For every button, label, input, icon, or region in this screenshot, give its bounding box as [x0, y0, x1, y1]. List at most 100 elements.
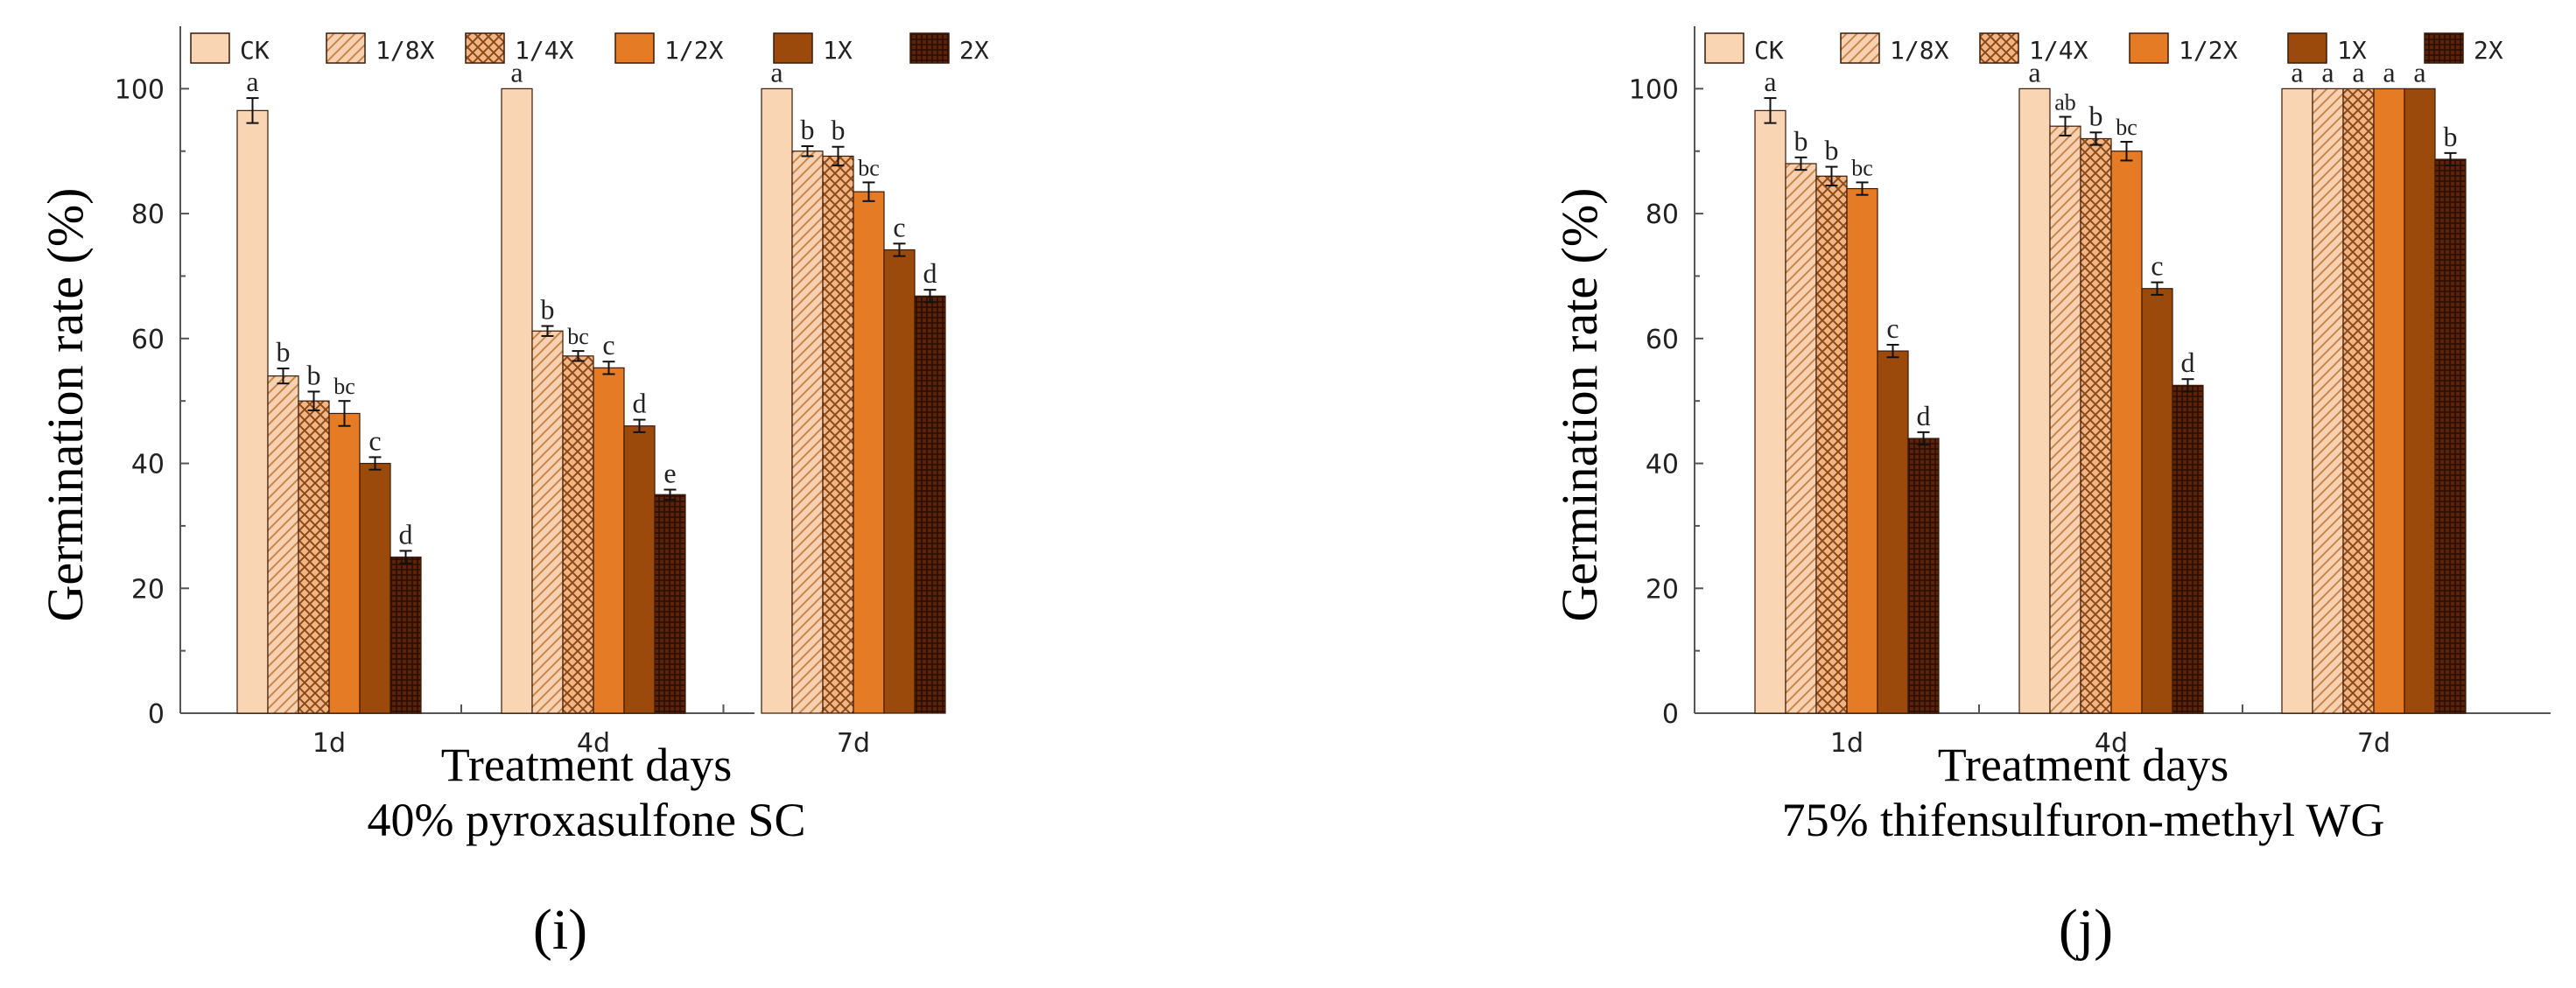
pj-sig-letter-7d-1-8x: a — [2321, 56, 2334, 88]
pj-bar-7d-1-8x — [2312, 88, 2344, 714]
pi-bar-1d-1x — [359, 462, 391, 714]
pi-sig-letter-1d-ck: a — [246, 66, 258, 97]
pj-sig-letter-4d-1-2x: bc — [2116, 115, 2137, 140]
pi-bar-7d-2x — [914, 295, 946, 714]
pi-bar-1d-1-2x — [328, 412, 361, 714]
pi-sig-letter-1d-1-4x: b — [307, 359, 321, 390]
pj-sig-letter-1d-1-2x: bc — [1851, 155, 1873, 180]
pj-legend-label-1x: 1X — [2337, 36, 2367, 65]
pi-bar-4d-1-4x — [562, 355, 594, 714]
pj-sig-letter-7d-1-4x: a — [2352, 56, 2364, 88]
pj-bar-4d-1-2x — [2110, 151, 2143, 714]
pi-legend-label-1-2x: 1/2X — [664, 36, 724, 65]
pi-legend-label-1x: 1X — [823, 36, 853, 65]
pj-bar-1d-1x — [1877, 350, 1909, 714]
pj-sig-letter-1d-1-8x: b — [1794, 125, 1808, 157]
pi-sig-letter-7d-1-2x: bc — [858, 155, 880, 180]
pj-bar-1d-1-8x — [1785, 163, 1817, 714]
pi-y-tick-label-0: 0 — [148, 699, 165, 730]
pi-x-tick-label-1d: 1d — [312, 728, 346, 759]
pj-sig-letter-4d-1x: c — [2151, 250, 2163, 282]
pi-legend-swatch-1-2x — [614, 32, 655, 64]
pi-x-axis-label: Treatment days — [441, 739, 732, 791]
pi-sig-letter-7d-1-8x: b — [801, 114, 815, 145]
pi-x-tick-label-7d: 7d — [837, 728, 870, 759]
pi-y-tick-label-40: 40 — [131, 450, 165, 480]
pj-sig-letter-7d-2x: b — [2444, 121, 2458, 152]
pi-y-tick-label-20: 20 — [131, 574, 165, 605]
pj-legend-swatch-1-4x — [1979, 32, 2019, 64]
pi-sig-letter-1d-1-8x: b — [277, 336, 291, 368]
pj-bar-7d-1-4x — [2342, 88, 2375, 714]
pj-sig-letter-7d-1x: a — [2413, 56, 2425, 88]
pj-x-tick-label-7d: 7d — [2357, 728, 2390, 759]
pj-subtitle: 75% thifensulfuron-methyl WG — [1782, 794, 2385, 846]
pi-bar-4d-2x — [654, 494, 686, 714]
pi-bar-4d-1-2x — [593, 367, 625, 714]
pj-bar-7d-2x — [2434, 158, 2467, 714]
pi-y-tick-label-100: 100 — [115, 74, 165, 105]
pi-sig-letter-4d-ck: a — [510, 56, 523, 88]
pj-y-axis-label: Germination rate (%) — [1551, 187, 1608, 621]
pj-bar-4d-1x — [2141, 288, 2173, 714]
pj-bar-4d-1-4x — [2080, 137, 2112, 714]
pj-legend-label-1-4x: 1/4X — [2029, 36, 2088, 65]
pj-sig-letter-7d-ck: a — [2291, 56, 2303, 88]
pj-sig-letter-4d-1-8x: ab — [2054, 89, 2076, 115]
pj-sig-letter-1d-1x: c — [1886, 312, 1899, 344]
pj-sig-letter-4d-2x: d — [2181, 347, 2195, 378]
pj-sig-letter-4d-ck: a — [2028, 56, 2040, 88]
pi-sig-letter-4d-1-4x: bc — [567, 324, 589, 349]
pj-bar-7d-ck — [2281, 88, 2313, 714]
pj-bar-1d-ck — [1754, 109, 1786, 714]
pi-bar-4d-1x — [623, 425, 656, 714]
pi-bar-1d-ck — [236, 109, 269, 714]
pj-bar-1d-1-2x — [1846, 187, 1878, 714]
pj-bar-4d-1-8x — [2049, 125, 2081, 714]
pi-y-axis-label: Germination rate (%) — [37, 187, 94, 621]
pi-bar-7d-ck — [761, 88, 793, 714]
pi-legend-label-1-8x: 1/8X — [376, 36, 435, 65]
pj-bar-4d-2x — [2172, 384, 2204, 714]
pi-bar-4d-ck — [501, 88, 533, 714]
pi-legend-swatch-1-4x — [465, 32, 505, 64]
panel-label-i: (i) — [532, 898, 588, 962]
pi-sig-letter-4d-1x: d — [633, 388, 647, 419]
pi-legend-swatch-ck — [190, 32, 230, 64]
pi-bar-7d-1-4x — [822, 155, 854, 714]
pi-bar-7d-1-2x — [853, 191, 885, 714]
pi-sig-letter-4d-1-2x: c — [602, 329, 614, 361]
pj-y-tick-label-100: 100 — [1629, 74, 1679, 105]
pi-bar-1d-1-8x — [267, 375, 299, 714]
pj-legend-label-1-8x: 1/8X — [1890, 36, 1949, 65]
pi-y-tick-label-60: 60 — [131, 325, 165, 355]
pj-bar-1d-1-4x — [1815, 175, 1848, 714]
pi-sig-letter-1d-1x: c — [369, 424, 381, 456]
pj-sig-letter-7d-1-2x: a — [2383, 56, 2395, 88]
pi-sig-letter-7d-ck: a — [770, 56, 783, 88]
pj-sig-letter-4d-1-4x: b — [2089, 100, 2103, 131]
pj-legend-swatch-1-2x — [2129, 32, 2169, 64]
pj-bar-1d-2x — [1907, 438, 1940, 714]
pi-legend-label-ck: CK — [240, 36, 270, 65]
pj-legend-label-ck: CK — [1754, 36, 1784, 65]
pj-sig-letter-1d-2x: d — [1917, 400, 1931, 431]
pj-sig-letter-1d-ck: a — [1764, 66, 1776, 97]
pj-bar-7d-1x — [2404, 88, 2436, 714]
pi-bar-7d-1-8x — [791, 151, 824, 714]
pj-y-tick-label-40: 40 — [1646, 450, 1679, 480]
pi-sig-letter-7d-2x: d — [923, 257, 937, 289]
pi-y-tick-label-80: 80 — [131, 200, 165, 230]
pj-bar-4d-ck — [2018, 88, 2051, 714]
pi-sig-letter-1d-2x: d — [399, 518, 413, 550]
pj-x-axis-label: Treatment days — [1938, 739, 2229, 791]
pi-sig-letter-7d-1x: c — [893, 211, 905, 242]
pi-x-tick-label-4d: 4d — [577, 728, 610, 759]
pj-legend-swatch-2x — [2424, 32, 2464, 64]
pi-bar-4d-1-8x — [531, 330, 564, 714]
pi-bar-7d-1x — [883, 249, 916, 714]
pi-sig-letter-7d-1-4x: b — [832, 115, 846, 146]
pi-bar-1d-1-4x — [298, 400, 330, 714]
pi-sig-letter-4d-1-8x: b — [541, 294, 555, 326]
pj-bar-7d-1-2x — [2373, 88, 2405, 714]
